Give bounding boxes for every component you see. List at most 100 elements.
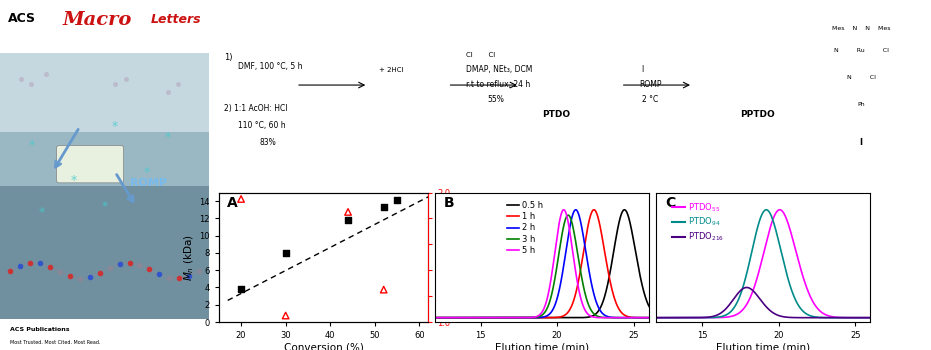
0.5 h (517, 316, 528, 320)
PTDO94 (851, 316, 862, 320)
Text: DMAP, NEt₃, DCM: DMAP, NEt₃, DCM (466, 65, 532, 74)
0.5 h (629, 247, 641, 251)
1 h (588, 208, 600, 212)
Point (376, 204, 391, 210)
PTDO94 (677, 316, 688, 320)
1 h (455, 316, 466, 320)
PTDO216 (749, 290, 760, 294)
Text: Cl       Cl: Cl Cl (466, 52, 495, 58)
Text: *: * (101, 200, 108, 213)
2 h (570, 208, 581, 212)
PTDO94 (738, 280, 749, 285)
Text: *: * (28, 139, 34, 152)
1 h (469, 316, 480, 320)
Text: Mes    N    N    Mes: Mes N N Mes (832, 26, 890, 31)
3 h (527, 315, 538, 320)
Line: 0.5 h: 0.5 h (435, 210, 664, 318)
1 h (629, 315, 641, 320)
Text: N         Ru         Cl: N Ru Cl (834, 49, 888, 54)
Line: 3 h: 3 h (435, 215, 664, 318)
Text: 55%: 55% (487, 95, 505, 104)
PTDO216 (876, 316, 887, 320)
PTDO55 (651, 316, 662, 320)
Text: 1): 1) (223, 53, 233, 62)
Y-axis label: $M_n$ (kDa): $M_n$ (kDa) (182, 234, 196, 281)
2 h (429, 316, 440, 320)
0.5 h (658, 315, 669, 320)
Text: ACS: ACS (8, 12, 36, 25)
5 h (517, 316, 528, 320)
3 h (658, 316, 669, 320)
Line: 2 h: 2 h (435, 210, 664, 318)
PTDO216 (880, 316, 891, 320)
Text: 83%: 83% (260, 138, 277, 147)
Text: 110 °C, 60 h: 110 °C, 60 h (238, 121, 286, 130)
3 h (517, 316, 528, 320)
Line: 1 h: 1 h (435, 210, 664, 318)
X-axis label: Conversion (%): Conversion (%) (284, 343, 363, 350)
1 h (654, 316, 666, 320)
PTDO55 (749, 285, 760, 289)
3 h (469, 316, 480, 320)
Text: + 2HCl: + 2HCl (379, 67, 403, 73)
PTDO55 (880, 316, 891, 320)
Point (234, 286, 249, 292)
Text: *: * (112, 120, 118, 133)
1 h (658, 316, 669, 320)
Legend: PTDO$_{55}$, PTDO$_{94}$, PTDO$_{216}$: PTDO$_{55}$, PTDO$_{94}$, PTDO$_{216}$ (669, 198, 728, 246)
Text: *: * (39, 205, 45, 219)
PTDO55 (691, 316, 702, 320)
Text: ROMP: ROMP (639, 80, 661, 89)
PTDO216 (851, 316, 862, 320)
Bar (0, 132, 209, 186)
Point (376, 287, 391, 293)
Text: DMF, 100 °C, 5 h: DMF, 100 °C, 5 h (238, 62, 303, 71)
Text: r.t to reflux, 24 h: r.t to reflux, 24 h (466, 80, 530, 89)
PTDO94 (880, 316, 891, 320)
Bar (0, 186, 209, 318)
Point (234, 196, 249, 202)
Text: *: * (165, 131, 170, 144)
Text: Macro: Macro (62, 11, 132, 29)
3 h (562, 213, 573, 217)
1 h (517, 316, 528, 320)
5 h (654, 316, 666, 320)
Line: PTDO55: PTDO55 (656, 210, 885, 318)
PTDO55 (738, 306, 749, 310)
Text: PTDO: PTDO (542, 110, 570, 119)
PTDO94 (691, 316, 702, 320)
Point (278, 313, 293, 319)
Text: I: I (641, 65, 643, 74)
Line: 5 h: 5 h (435, 210, 664, 318)
0.5 h (429, 316, 440, 320)
Text: I: I (859, 138, 863, 147)
1 h (429, 316, 440, 320)
0.5 h (469, 316, 480, 320)
Y-axis label: Đ: Đ (454, 253, 465, 261)
2 h (658, 316, 669, 320)
Point (389, 197, 404, 203)
Point (341, 209, 356, 215)
PTDO216 (741, 285, 752, 289)
Text: Ph: Ph (857, 103, 865, 107)
0.5 h (654, 315, 666, 319)
FancyBboxPatch shape (57, 146, 124, 183)
Text: ACS Publications: ACS Publications (10, 327, 70, 332)
PTDO216 (651, 316, 662, 320)
5 h (658, 316, 669, 320)
Line: PTDO216: PTDO216 (656, 287, 885, 318)
Text: *: * (70, 174, 76, 187)
Text: Letters: Letters (151, 13, 201, 27)
Text: A: A (227, 196, 238, 210)
0.5 h (455, 316, 466, 320)
PTDO94 (651, 316, 662, 320)
Legend: 0.5 h, 1 h, 2 h, 3 h, 5 h: 0.5 h, 1 h, 2 h, 3 h, 5 h (503, 198, 546, 258)
3 h (629, 316, 641, 320)
3 h (654, 316, 666, 320)
2 h (654, 316, 666, 320)
Text: C: C (665, 196, 675, 210)
PTDO216 (677, 316, 688, 320)
5 h (559, 208, 570, 212)
Point (341, 217, 356, 223)
PTDO55 (677, 316, 688, 320)
